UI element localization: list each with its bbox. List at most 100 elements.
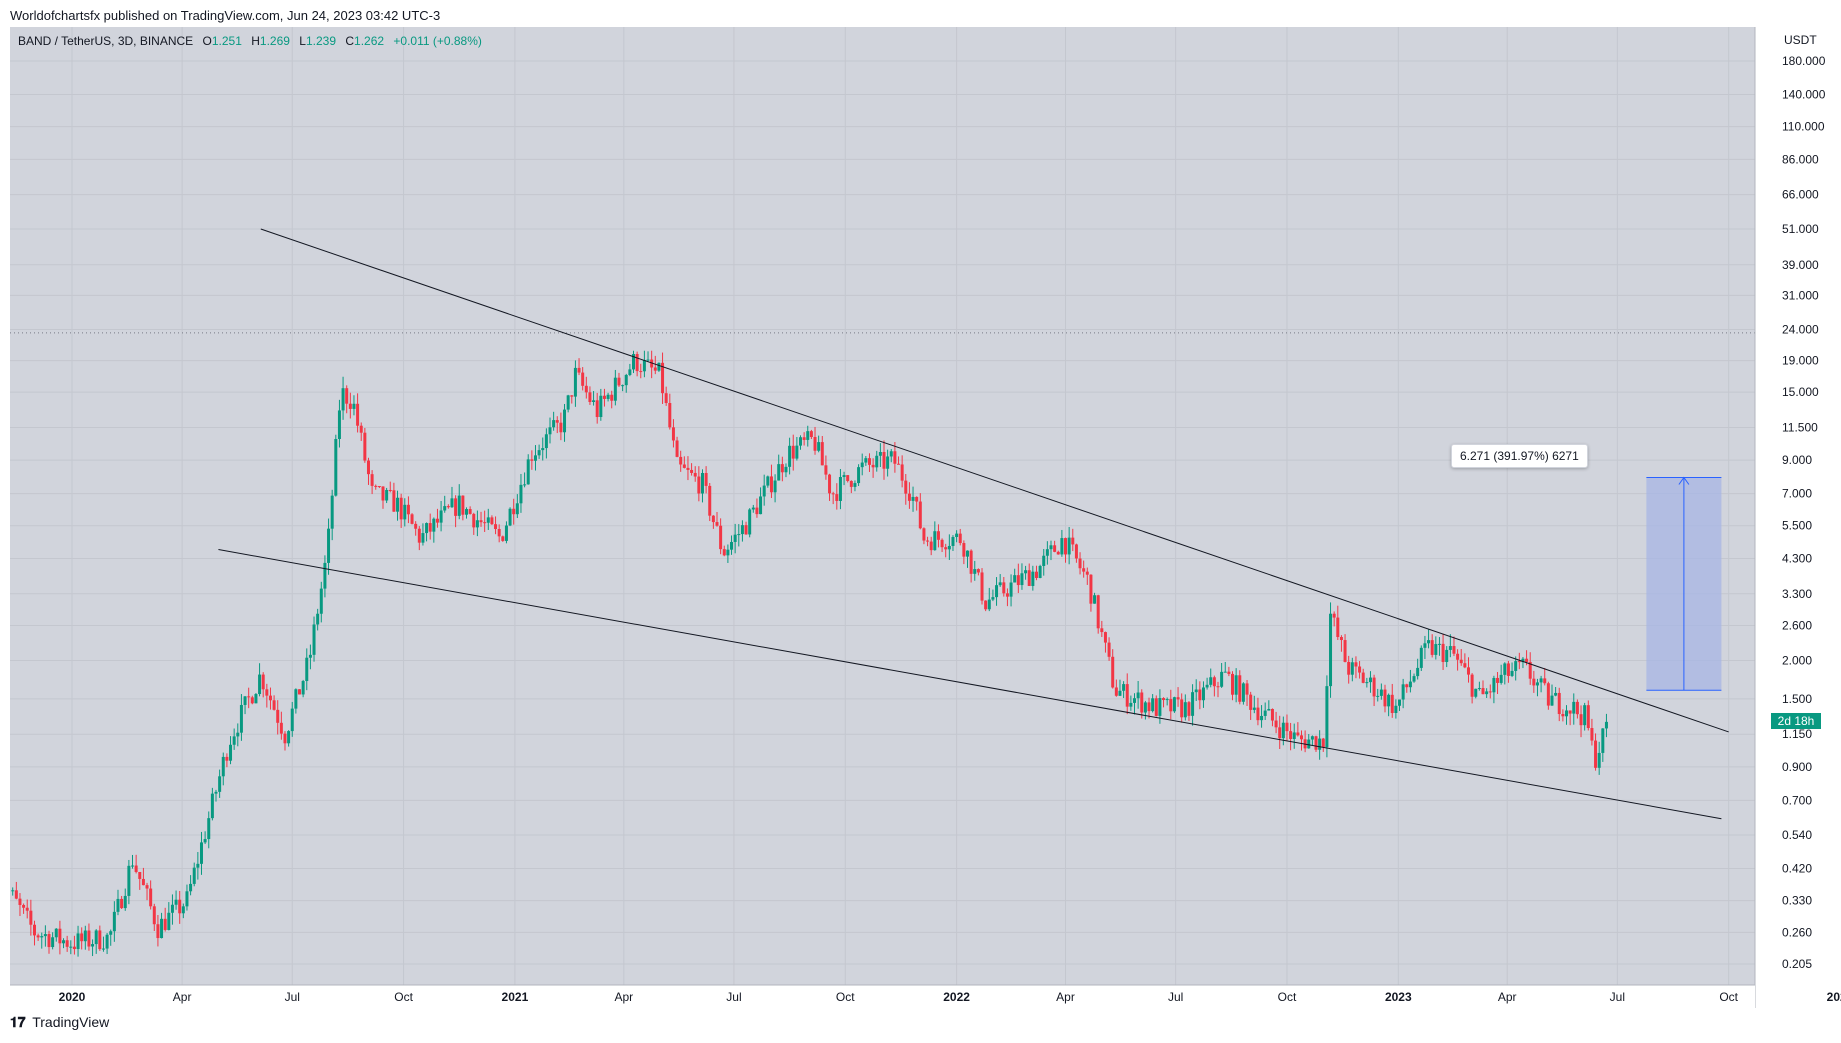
time-tick-label: 2022: [943, 990, 970, 1004]
candle-body: [1252, 707, 1256, 710]
candle-body: [577, 367, 581, 373]
candle-body: [1387, 694, 1391, 707]
candle-body: [1459, 659, 1463, 664]
candle-body: [504, 525, 508, 541]
candle-body: [1118, 690, 1122, 696]
candle-body: [544, 434, 548, 449]
candle-body: [1274, 720, 1278, 728]
time-tick-label: 2024: [1827, 990, 1841, 1004]
candle-body: [1038, 565, 1042, 578]
candle-body: [1027, 570, 1031, 586]
candle-body: [54, 928, 58, 938]
candle-body: [1445, 649, 1449, 663]
candle-body: [330, 495, 334, 529]
candle-body: [29, 910, 33, 925]
price-tick-label: 180.000: [1782, 54, 1826, 68]
candle-body: [1488, 691, 1492, 693]
candle-body: [809, 431, 813, 438]
price-tick-label: 4.300: [1782, 552, 1812, 566]
candle-body: [973, 569, 977, 574]
candle-body: [936, 531, 940, 540]
trendlines[interactable]: [218, 228, 1729, 820]
candle-body: [91, 944, 95, 947]
candle-body: [446, 506, 450, 508]
candle-body: [1078, 558, 1082, 569]
candle-body: [141, 878, 145, 886]
candle-body: [1009, 582, 1013, 597]
candle-body: [777, 464, 781, 481]
candle-body: [838, 477, 842, 501]
candle-body: [962, 543, 966, 557]
candle-body: [1245, 683, 1249, 695]
price-range-measure[interactable]: [1646, 476, 1722, 691]
candle-body: [842, 475, 846, 478]
measure-arrow-head: [1678, 476, 1690, 485]
candle-body: [236, 732, 240, 737]
time-tick-label: 2021: [502, 990, 529, 1004]
price-tick-label: 0.260: [1782, 925, 1812, 939]
candle-body: [570, 395, 574, 397]
candle-body: [1042, 555, 1046, 566]
candle-body: [370, 474, 374, 486]
candle-body: [955, 533, 959, 538]
candle-body: [425, 523, 429, 534]
candle-body: [1289, 731, 1293, 739]
candle-body: [1398, 699, 1402, 706]
candle-body: [704, 472, 708, 486]
currency-label: USDT: [1784, 33, 1817, 47]
candle-body: [624, 374, 628, 386]
candle-body: [1437, 643, 1441, 645]
candle-body: [1031, 571, 1035, 586]
candle-body: [788, 445, 792, 467]
candle-body: [915, 496, 919, 502]
candle-body: [1281, 722, 1285, 739]
candle-body: [515, 503, 519, 515]
candle-body: [806, 431, 810, 440]
candle-body: [1470, 674, 1474, 697]
time-axis[interactable]: 2020 Apr Jul Oct 2021 Apr Jul Oct 2022 Apr Jul Oct 2…: [10, 984, 1841, 1008]
candle-body: [308, 654, 312, 658]
candle-body: [552, 420, 556, 428]
candle-body: [904, 480, 908, 494]
candle-body: [1071, 537, 1075, 545]
candle-body: [1463, 663, 1467, 668]
candle-body: [512, 508, 516, 515]
candle-body: [301, 681, 305, 695]
candle-body: [889, 451, 893, 457]
price-axis[interactable]: USDT 180.000 140.000 110.000 86.000 66.000 51.…: [1754, 27, 1841, 1008]
candle-body: [276, 709, 280, 723]
candle-body: [98, 930, 102, 950]
candle-body: [639, 371, 643, 373]
candle-body: [116, 898, 120, 912]
candle-body: [602, 395, 606, 399]
candle-body: [62, 940, 66, 944]
candle-body: [1140, 692, 1144, 713]
footer-brand[interactable]: 𝟏𝟕 TradingView: [10, 1014, 109, 1036]
price-tick-label: 0.330: [1782, 894, 1812, 908]
candle-body: [152, 906, 156, 925]
candle-body: [1525, 658, 1529, 662]
candle-body: [537, 450, 541, 456]
candle-body: [345, 388, 349, 404]
candle-body: [1216, 686, 1220, 688]
candle-body: [1517, 661, 1521, 663]
candle-body: [748, 509, 752, 535]
candle-body: [944, 547, 948, 550]
candle-body: [584, 385, 588, 393]
candle-body: [755, 507, 759, 515]
candle-body: [519, 484, 523, 504]
candle-body: [421, 533, 425, 543]
candle-body: [432, 518, 436, 532]
candle-body: [1270, 708, 1274, 721]
candle-body: [1376, 695, 1380, 697]
candle-body: [1111, 656, 1115, 688]
price-tick-label: 3.300: [1782, 587, 1812, 601]
candle-body: [490, 517, 494, 525]
candle-body: [239, 704, 243, 733]
candle-body: [984, 600, 988, 610]
candle-body: [1365, 682, 1369, 684]
candle-body: [120, 898, 124, 909]
price-tick-label: 7.000: [1782, 487, 1812, 501]
candle-body: [690, 469, 694, 473]
